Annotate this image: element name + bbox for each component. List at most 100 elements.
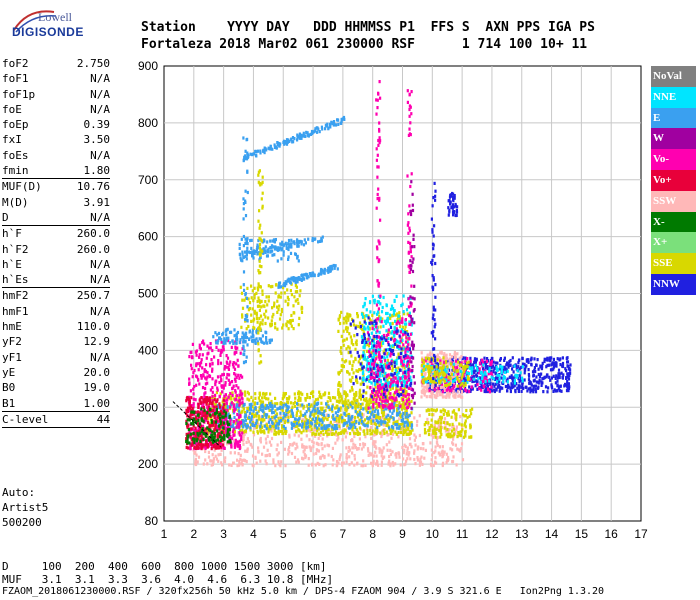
echo-point bbox=[376, 430, 379, 434]
echo-point bbox=[284, 426, 287, 430]
param-value: 260.0 bbox=[76, 242, 110, 256]
echo-point bbox=[383, 319, 386, 323]
echo-point bbox=[186, 406, 190, 410]
echo-point bbox=[346, 326, 349, 330]
echo-point bbox=[314, 463, 317, 467]
echo-point bbox=[344, 398, 347, 402]
echo-point bbox=[269, 417, 272, 422]
echo-point bbox=[398, 452, 401, 456]
echo-point bbox=[527, 372, 530, 377]
echo-point bbox=[367, 375, 370, 379]
echo-point bbox=[229, 451, 232, 455]
echo-point bbox=[568, 385, 571, 389]
echo-point bbox=[375, 351, 378, 355]
echo-point bbox=[222, 372, 225, 376]
echo-point bbox=[507, 383, 510, 387]
echo-point bbox=[319, 433, 322, 437]
echo-point bbox=[367, 314, 370, 318]
param-value: 3.91 bbox=[83, 195, 111, 209]
echo-point bbox=[518, 385, 521, 390]
echo-point bbox=[234, 388, 237, 393]
echo-point bbox=[195, 453, 198, 457]
echo-point bbox=[387, 336, 390, 341]
echo-point bbox=[351, 363, 354, 368]
echo-point bbox=[445, 452, 448, 456]
echo-point bbox=[403, 347, 406, 351]
echo-point bbox=[357, 354, 360, 358]
echo-point bbox=[342, 316, 345, 320]
echo-point bbox=[448, 353, 452, 357]
echo-point bbox=[381, 335, 384, 339]
echo-point bbox=[379, 403, 382, 407]
echo-point bbox=[366, 367, 370, 371]
echo-point bbox=[195, 420, 198, 424]
echo-point bbox=[388, 352, 391, 356]
echo-point bbox=[236, 444, 239, 448]
echo-point bbox=[222, 345, 225, 349]
echo-point bbox=[430, 458, 433, 462]
echo-point bbox=[217, 359, 220, 363]
echo-point bbox=[356, 404, 359, 408]
echo-point bbox=[451, 460, 454, 464]
echo-point bbox=[402, 329, 405, 333]
echo-point bbox=[230, 401, 233, 405]
echo-point bbox=[220, 409, 223, 413]
echo-point bbox=[281, 429, 284, 433]
echo-point bbox=[304, 454, 308, 458]
echo-point bbox=[243, 390, 246, 394]
echo-point bbox=[325, 405, 328, 409]
echo-point bbox=[372, 366, 375, 370]
echo-point bbox=[405, 336, 408, 340]
echo-point bbox=[366, 331, 370, 335]
echo-point bbox=[402, 355, 405, 359]
echo-point bbox=[438, 369, 441, 373]
echo-point bbox=[343, 419, 346, 423]
echo-point bbox=[375, 414, 378, 418]
echo-point bbox=[480, 385, 484, 389]
echo-point bbox=[185, 396, 188, 401]
echo-point bbox=[284, 464, 287, 468]
echo-point bbox=[256, 429, 259, 433]
echo-point bbox=[248, 415, 251, 420]
echo-point bbox=[373, 442, 376, 446]
echo-point bbox=[380, 396, 383, 400]
echo-point bbox=[448, 373, 451, 377]
echo-point bbox=[246, 448, 249, 452]
echo-point bbox=[378, 450, 381, 454]
echo-point bbox=[288, 450, 291, 454]
echo-point bbox=[387, 373, 390, 377]
echo-point bbox=[400, 415, 403, 419]
echo-point bbox=[382, 395, 385, 399]
echo-point bbox=[375, 395, 379, 399]
echo-point bbox=[355, 391, 358, 395]
param-row: fxI 3.50 bbox=[2, 132, 110, 147]
echo-point bbox=[267, 420, 271, 424]
echo-point bbox=[433, 424, 436, 428]
echo-point bbox=[525, 359, 529, 363]
echo-point bbox=[387, 424, 390, 428]
echo-point bbox=[385, 398, 388, 402]
echo-point bbox=[375, 374, 378, 379]
echo-point bbox=[391, 460, 394, 465]
echo-point bbox=[280, 440, 283, 444]
echo-point bbox=[236, 464, 239, 468]
echo-point bbox=[204, 458, 207, 462]
echo-point bbox=[456, 352, 459, 356]
echo-point bbox=[313, 402, 316, 406]
echo-point bbox=[269, 427, 272, 431]
echo-point bbox=[226, 432, 229, 436]
echo-point bbox=[381, 429, 384, 433]
echo-point bbox=[188, 395, 191, 399]
echo-point bbox=[532, 379, 535, 383]
echo-point bbox=[277, 451, 280, 455]
echo-point bbox=[286, 400, 289, 404]
echo-point bbox=[195, 417, 198, 421]
echo-point bbox=[233, 445, 236, 449]
echo-point bbox=[185, 408, 188, 412]
echo-point bbox=[233, 430, 236, 434]
echo-point bbox=[366, 385, 369, 389]
echo-point bbox=[312, 390, 315, 394]
echo-point bbox=[252, 409, 255, 413]
echo-point bbox=[447, 362, 450, 366]
echo-point bbox=[384, 420, 387, 425]
